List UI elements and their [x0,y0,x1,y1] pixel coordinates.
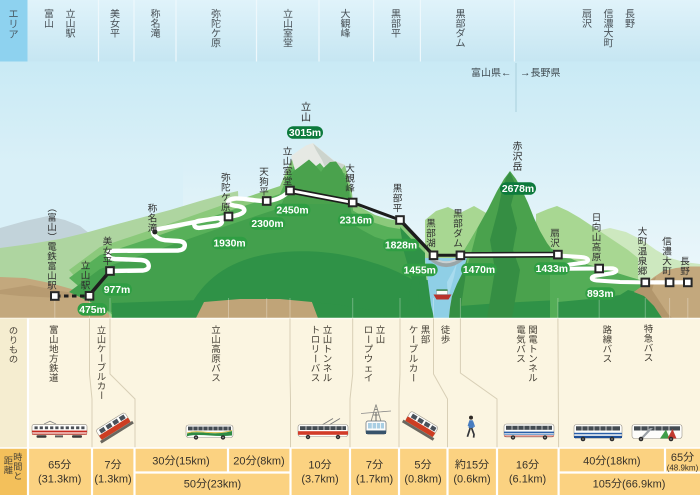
svg-text:1930m: 1930m [213,239,245,250]
svg-text:2678m: 2678m [502,184,534,195]
svg-text:30: 30 [152,456,164,468]
svg-text:50: 50 [184,479,196,491]
svg-text:(48.9km): (48.9km) [667,464,699,473]
svg-text:105: 105 [593,479,611,491]
svg-text:(6.1km): (6.1km) [509,474,546,486]
svg-text:1470m: 1470m [463,265,495,276]
svg-text:(15km): (15km) [176,456,210,468]
svg-text:40: 40 [583,456,595,468]
svg-text:(1.3km): (1.3km) [94,474,131,486]
svg-text:1455m: 1455m [404,266,436,277]
svg-text:20: 20 [233,456,245,468]
svg-text:2300m: 2300m [251,219,283,230]
svg-text:65: 65 [671,452,683,464]
svg-text:1828m: 1828m [385,241,417,252]
svg-text:(0.8km): (0.8km) [404,474,441,486]
svg-text:977m: 977m [104,285,131,296]
svg-text:(66.9km): (66.9km) [622,479,665,491]
svg-text:893m: 893m [587,289,614,300]
svg-text:2450m: 2450m [276,206,308,217]
svg-text:3015m: 3015m [289,128,321,139]
svg-text:(0.6km): (0.6km) [453,474,490,486]
svg-text:(18km): (18km) [606,456,640,468]
svg-text:(8km): (8km) [257,456,285,468]
svg-text:→: → [520,67,531,79]
svg-text:(23km): (23km) [207,479,241,491]
svg-text:(1.7km): (1.7km) [356,474,393,486]
svg-text:1433m: 1433m [536,264,568,275]
svg-text:2316m: 2316m [340,216,372,227]
svg-text:10: 10 [308,460,320,472]
svg-text:(3.7km): (3.7km) [301,474,338,486]
svg-text:16: 16 [516,460,528,472]
svg-text:←: ← [501,67,512,79]
svg-text:65: 65 [48,460,60,472]
svg-text:(31.3km): (31.3km) [38,474,81,486]
svg-text:475m: 475m [79,305,106,316]
svg-text:5: 5 [414,460,420,472]
svg-text:7: 7 [104,460,110,472]
svg-text:7: 7 [366,460,372,472]
svg-text:15: 15 [466,460,478,472]
